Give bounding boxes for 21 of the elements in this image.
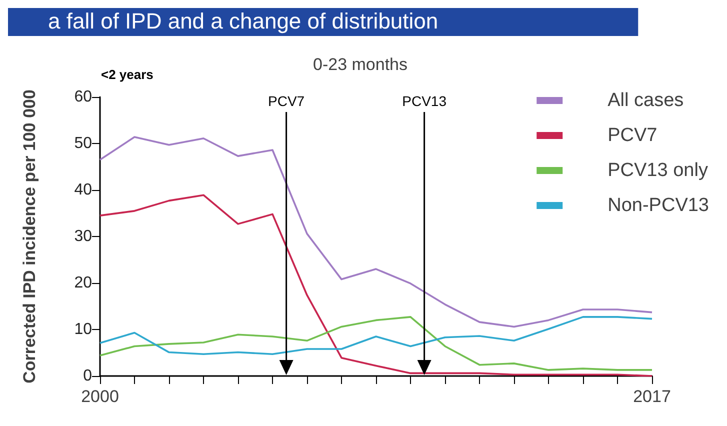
legend-label: PCV7 (608, 125, 658, 146)
line-series (99, 316, 653, 371)
y-axis-title: Corrected IPD incidence per 100 000 (20, 90, 39, 384)
x-tick-label: 2000 (81, 387, 119, 406)
chart-title: a fall of IPD and a change of distribution (48, 8, 438, 34)
legend-label: PCV13 only (608, 160, 708, 181)
legend-label: All cases (608, 90, 684, 111)
y-tick-label: 40 (74, 182, 92, 198)
y-tick-label: 10 (74, 321, 92, 338)
annotation: PCV13 (402, 93, 447, 109)
annotation: PCV7 (268, 93, 305, 109)
y-tick-label: 60 (74, 88, 92, 106)
y-tick-label: 20 (74, 274, 92, 292)
y-tick-label: 50 (74, 135, 92, 152)
y-tick-label: 30 (74, 228, 92, 245)
line-series (99, 316, 653, 356)
x-tick-label: 2017 (633, 387, 671, 406)
y-tick-label: 0 (83, 368, 92, 384)
legend-label: Non-PCV13 (608, 195, 710, 216)
chart-subtitle: 0-23 months (313, 55, 408, 74)
text: <2 years (101, 67, 154, 82)
